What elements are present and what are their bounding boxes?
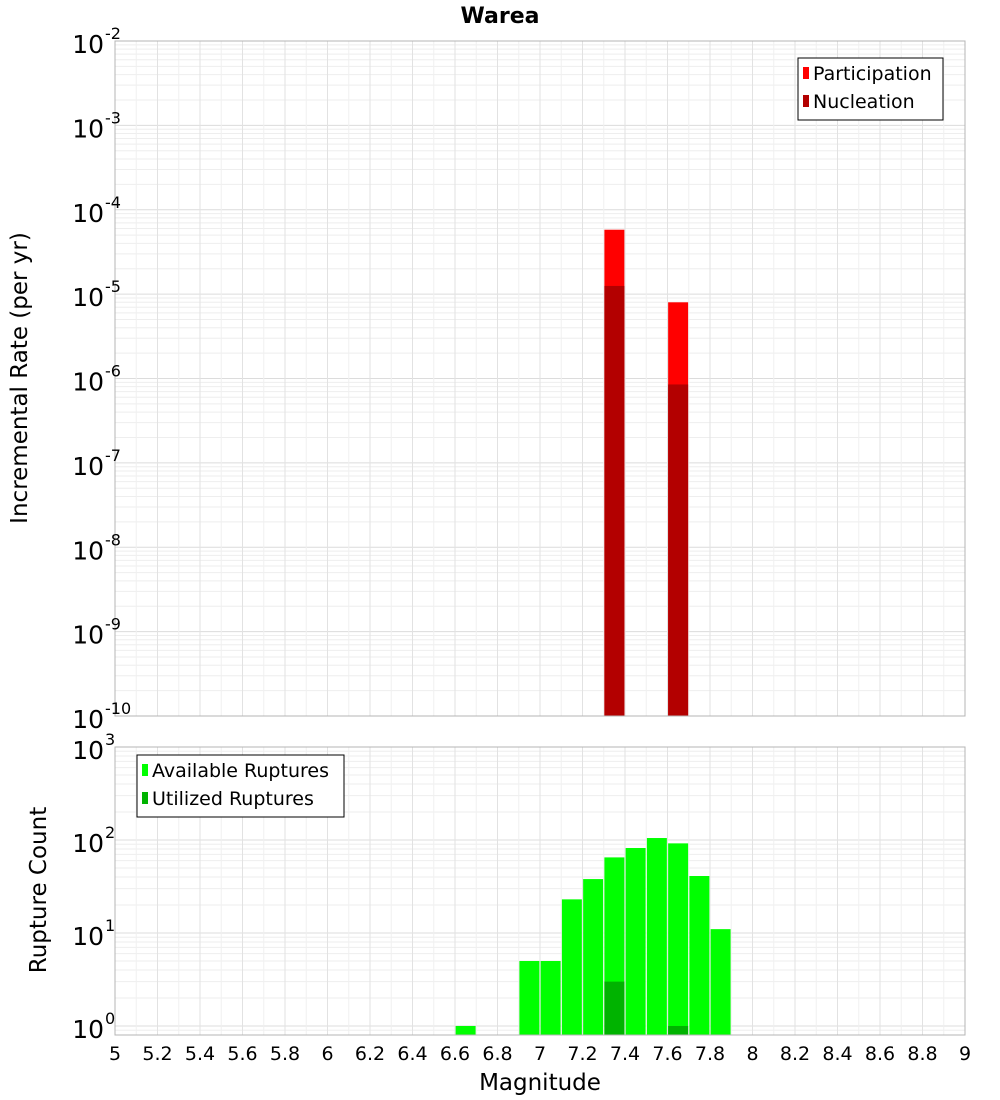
y-tick-exponent: -10 bbox=[105, 699, 131, 718]
bar-available-ruptures bbox=[583, 879, 604, 1035]
plot-frame-1 bbox=[114, 746, 966, 1036]
x-tick-label: 5.2 bbox=[142, 1043, 172, 1065]
x-tick-label: 6.6 bbox=[440, 1043, 470, 1065]
y-tick-label: 10 bbox=[72, 368, 104, 397]
bar-available-ruptures bbox=[455, 1025, 476, 1035]
y-tick-exponent: -9 bbox=[105, 615, 121, 634]
y-tick-label: 10 bbox=[72, 114, 104, 143]
legend-box-1 bbox=[136, 754, 345, 818]
x-tick-label: 5.4 bbox=[185, 1043, 215, 1065]
legend-swatch bbox=[803, 95, 809, 107]
x-tick-label: 5.6 bbox=[227, 1043, 257, 1065]
y-tick-label: 10 bbox=[72, 452, 104, 481]
bar-available-ruptures bbox=[710, 929, 731, 1035]
y-tick-exponent: 1 bbox=[105, 916, 115, 935]
x-tick-label: 8.4 bbox=[822, 1043, 852, 1065]
legend-swatch bbox=[803, 67, 809, 79]
y-tick-exponent: -7 bbox=[105, 446, 121, 465]
x-tick-label: 9 bbox=[959, 1043, 971, 1065]
legend-label: Available Ruptures bbox=[152, 760, 329, 782]
y-tick-label: 10 bbox=[72, 283, 104, 312]
x-tick-label: 5.8 bbox=[270, 1043, 300, 1065]
y-tick-exponent: -2 bbox=[105, 24, 121, 43]
y-tick-label: 10 bbox=[72, 922, 104, 951]
y-tick-label: 10 bbox=[72, 829, 104, 858]
bar-nucleation bbox=[604, 285, 625, 716]
legend-label: Utilized Ruptures bbox=[152, 788, 314, 810]
bar-available-ruptures bbox=[625, 848, 646, 1035]
plot-frame-0 bbox=[114, 40, 966, 717]
bar-available-ruptures bbox=[646, 838, 667, 1035]
y-tick-exponent: -8 bbox=[105, 530, 121, 549]
chart-title: Warea bbox=[461, 4, 540, 29]
bar-available-ruptures bbox=[519, 960, 540, 1035]
legend-swatch bbox=[142, 764, 148, 776]
x-tick-label: 8.8 bbox=[907, 1043, 937, 1065]
bar-utilized-ruptures bbox=[604, 981, 625, 1035]
x-tick-label: 7.2 bbox=[567, 1043, 597, 1065]
bar-available-ruptures bbox=[668, 843, 689, 1035]
y-tick-label: 10 bbox=[72, 30, 104, 59]
x-tick-label: 8.2 bbox=[780, 1043, 810, 1065]
legend-swatch bbox=[142, 792, 148, 804]
legend-box-0 bbox=[797, 57, 944, 121]
x-tick-label: 7.8 bbox=[695, 1043, 725, 1065]
x-tick-label: 6 bbox=[321, 1043, 333, 1065]
y-tick-exponent: -6 bbox=[105, 362, 121, 381]
legend-label: Nucleation bbox=[813, 91, 915, 113]
y-tick-label: 10 bbox=[72, 199, 104, 228]
bar-available-ruptures bbox=[561, 899, 582, 1035]
top-y-axis-label: Incremental Rate (per yr) bbox=[7, 232, 33, 524]
y-tick-exponent: -4 bbox=[105, 193, 121, 212]
y-tick-label: 10 bbox=[72, 1015, 104, 1044]
y-tick-exponent: 2 bbox=[105, 823, 115, 842]
bottom-y-axis-label: Rupture Count bbox=[26, 807, 52, 973]
y-tick-exponent: 0 bbox=[105, 1009, 115, 1028]
y-tick-exponent: -5 bbox=[105, 277, 121, 296]
y-tick-label: 10 bbox=[72, 736, 104, 765]
y-tick-exponent: 3 bbox=[105, 730, 115, 749]
x-tick-label: 6.8 bbox=[482, 1043, 512, 1065]
x-axis-label: Magnitude bbox=[479, 1070, 601, 1096]
y-tick-label: 10 bbox=[72, 621, 104, 650]
bar-utilized-ruptures bbox=[668, 1025, 689, 1035]
x-tick-label: 8 bbox=[746, 1043, 758, 1065]
x-tick-label: 6.4 bbox=[397, 1043, 427, 1065]
x-tick-label: 7.6 bbox=[652, 1043, 682, 1065]
x-tick-label: 7 bbox=[534, 1043, 546, 1065]
x-tick-label: 7.4 bbox=[610, 1043, 640, 1065]
legend-label: Participation bbox=[813, 63, 932, 85]
y-tick-exponent: -3 bbox=[105, 108, 121, 127]
bar-nucleation bbox=[668, 384, 689, 716]
y-tick-label: 10 bbox=[72, 536, 104, 565]
x-tick-label: 6.2 bbox=[355, 1043, 385, 1065]
x-tick-label: 8.6 bbox=[865, 1043, 895, 1065]
x-tick-label: 5 bbox=[109, 1043, 121, 1065]
bar-available-ruptures bbox=[540, 960, 561, 1035]
y-tick-label: 10 bbox=[72, 705, 104, 734]
bar-available-ruptures bbox=[689, 876, 710, 1035]
